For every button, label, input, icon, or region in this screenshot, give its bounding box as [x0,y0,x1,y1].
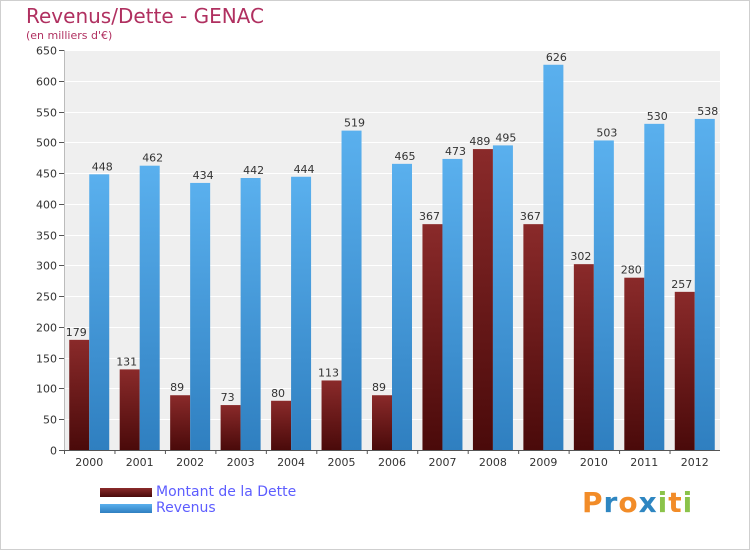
data-label-revenus: 465 [395,150,416,163]
x-tick-label: 2011 [630,456,658,469]
bar-dette [674,291,695,450]
x-tick-label: 2001 [126,456,154,469]
y-tick-label: 250 [36,291,57,304]
x-tick-label: 2003 [227,456,255,469]
bar-revenus [392,163,412,450]
data-label-revenus: 530 [647,110,668,123]
bar-revenus [442,158,463,450]
x-tick-label: 2005 [328,456,356,469]
logo-letter: r [603,486,619,519]
x-tick-label: 2000 [75,456,103,469]
bar-revenus [291,176,312,450]
y-tick-label: 100 [36,383,57,396]
data-label-dette: 131 [116,355,137,368]
x-tick-label: 2004 [277,456,305,469]
legend-swatch-revenus [100,504,152,513]
y-tick-label: 450 [36,168,57,181]
bar-dette [523,224,544,450]
bar-dette [472,149,493,451]
chart-title: Revenus/Dette - GENAC [26,4,264,28]
y-tick-label: 0 [50,445,57,458]
data-label-dette: 179 [66,326,87,339]
y-tick-label: 650 [36,45,57,58]
x-tick-label: 2006 [378,456,406,469]
data-label-dette: 280 [621,264,642,277]
x-tick-label: 2012 [681,456,709,469]
proxiti-logo: Proxiti [582,486,693,519]
x-tick-label: 2007 [428,456,456,469]
data-label-revenus: 503 [596,126,617,139]
data-label-dette: 367 [520,210,541,223]
data-label-revenus: 434 [193,169,214,182]
logo-letter: i [682,486,694,519]
data-label-dette: 73 [221,391,235,404]
bar-dette [573,264,594,450]
data-label-dette: 257 [671,278,692,291]
x-tick-label: 2010 [580,456,608,469]
data-label-revenus: 442 [243,164,264,177]
chart-subtitle: (en milliers d'€) [26,29,113,42]
bar-revenus [240,178,261,450]
bar-dette [119,369,140,450]
legend-label-dette: Montant de la Dette [156,484,297,500]
bar-revenus [492,145,513,450]
bar-dette [69,339,90,450]
data-label-dette: 89 [170,381,184,394]
bar-revenus [89,174,110,451]
data-label-dette: 302 [570,250,591,263]
x-tick-label: 2008 [479,456,507,469]
data-label-revenus: 473 [445,145,466,158]
y-tick-label: 550 [36,107,57,120]
bar-revenus [694,118,715,450]
bar-dette [624,277,645,450]
data-label-revenus: 495 [495,131,516,144]
y-tick-label: 200 [36,322,57,335]
y-tick-label: 400 [36,199,57,212]
legend-label-revenus: Revenus [156,500,216,516]
y-tick-label: 600 [36,76,57,89]
y-tick-label: 350 [36,230,57,243]
logo-letter: o [618,486,639,519]
bar-dette [321,380,342,450]
bar-revenus [593,140,614,450]
data-label-dette: 89 [372,381,386,394]
data-label-revenus: 462 [142,152,163,165]
logo-letter: P [582,486,604,519]
data-label-revenus: 626 [546,51,567,64]
data-label-revenus: 519 [344,117,365,130]
bar-dette [271,400,292,450]
bar-revenus [190,182,211,450]
bar-revenus [543,64,564,451]
bar-dette [170,395,191,450]
y-tick-label: 500 [36,137,57,150]
y-tick-label: 300 [36,260,57,273]
y-tick-label: 150 [36,353,57,366]
data-label-dette: 80 [271,387,285,400]
logo-letter: i [657,486,669,519]
data-label-dette: 367 [419,210,440,223]
data-label-revenus: 538 [697,105,718,118]
x-tick-label: 2002 [176,456,204,469]
legend-swatch-dette [100,488,152,497]
bar-dette [220,405,241,450]
data-label-revenus: 444 [294,163,315,176]
bar-revenus [644,123,665,450]
bar-dette [422,224,443,450]
data-label-dette: 113 [318,366,339,379]
data-label-dette: 489 [469,135,490,148]
logo-letter: x [638,486,658,519]
bar-dette [372,395,392,450]
data-label-revenus: 448 [92,160,113,173]
x-tick-label: 2009 [529,456,557,469]
y-tick-label: 50 [43,414,57,427]
logo-letter: t [668,486,683,519]
bar-revenus [341,130,362,450]
bar-revenus [139,165,160,450]
